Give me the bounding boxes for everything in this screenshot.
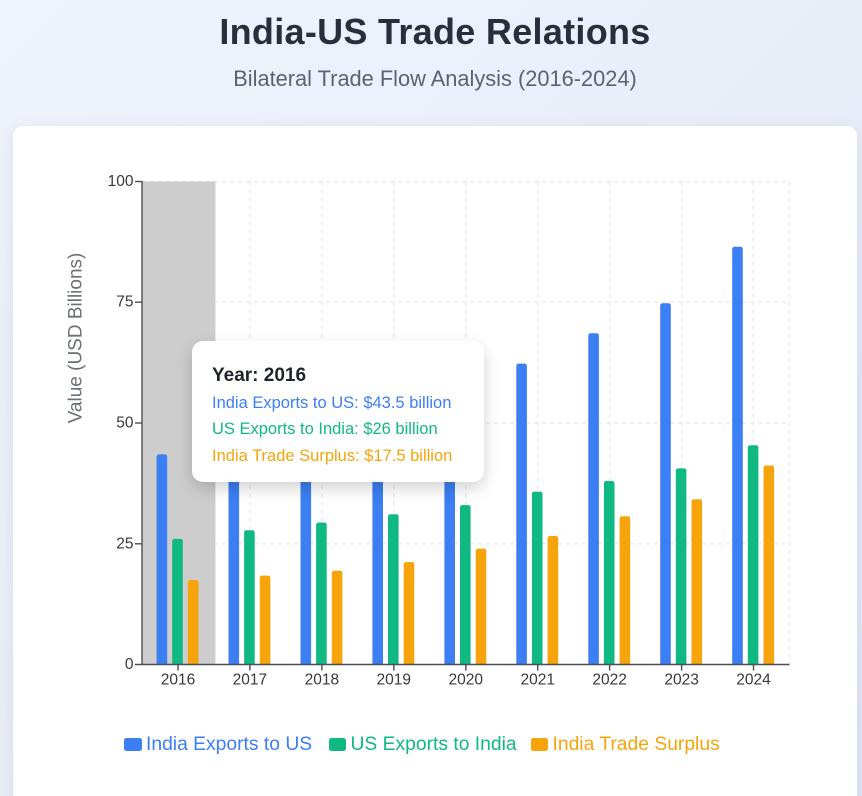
svg-text:0: 0 bbox=[125, 656, 134, 673]
svg-text:2018: 2018 bbox=[305, 672, 339, 689]
svg-text:2019: 2019 bbox=[377, 672, 411, 689]
svg-text:25: 25 bbox=[116, 535, 133, 552]
svg-text:2022: 2022 bbox=[592, 672, 626, 689]
svg-text:2021: 2021 bbox=[520, 672, 554, 689]
svg-text:Value (USD Billions): Value (USD Billions) bbox=[66, 253, 87, 424]
svg-text:100: 100 bbox=[108, 173, 134, 190]
svg-text:2024: 2024 bbox=[736, 672, 771, 689]
svg-text:50: 50 bbox=[116, 415, 134, 432]
svg-text:2023: 2023 bbox=[664, 672, 698, 689]
svg-text:2016: 2016 bbox=[161, 672, 195, 689]
svg-text:2017: 2017 bbox=[233, 672, 267, 689]
svg-text:75: 75 bbox=[116, 294, 133, 311]
svg-text:2020: 2020 bbox=[449, 672, 484, 689]
